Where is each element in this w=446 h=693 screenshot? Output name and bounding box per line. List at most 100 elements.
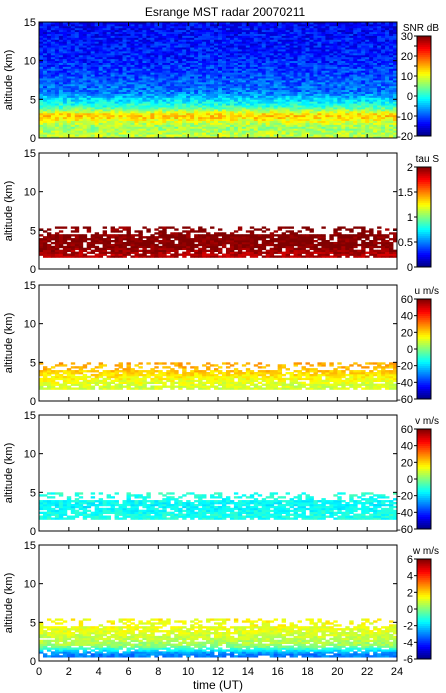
heatmap-cell	[106, 33, 111, 36]
heatmap-cell	[233, 118, 239, 121]
heatmap-cell	[86, 109, 92, 112]
heatmap-cell	[134, 68, 139, 71]
heatmap-cell	[233, 95, 239, 98]
heatmap-cell	[349, 120, 354, 123]
heatmap-cell	[138, 41, 143, 44]
heatmap-cell	[122, 91, 127, 94]
heatmap-cell	[150, 76, 155, 79]
heatmap-cell	[313, 116, 318, 120]
heatmap-cell	[46, 97, 52, 100]
heatmap-cell	[349, 29, 354, 33]
heatmap-cell	[229, 64, 235, 67]
heatmap-cell	[273, 25, 279, 29]
heatmap-cell	[110, 134, 115, 137]
heatmap-cell	[62, 60, 68, 63]
heatmap-cell	[221, 56, 227, 60]
heatmap-cell	[130, 51, 135, 54]
heatmap-cell	[353, 47, 358, 50]
heatmap-cell	[301, 114, 306, 118]
heatmap-cell	[166, 62, 171, 65]
heatmap-cell	[94, 52, 100, 56]
heatmap-cell	[62, 49, 68, 52]
heatmap-cell	[241, 109, 247, 112]
heatmap-cell	[39, 56, 44, 60]
heatmap-cell	[261, 89, 267, 92]
heatmap-cell	[253, 91, 259, 94]
heatmap-cell	[182, 51, 187, 54]
heatmap-cell	[50, 31, 56, 34]
heatmap-cell	[106, 81, 111, 85]
heatmap-cell	[289, 112, 294, 116]
heatmap-cell	[253, 80, 259, 83]
heatmap-cell	[285, 56, 290, 60]
heatmap-cell	[253, 41, 259, 44]
heatmap-cell	[70, 49, 76, 52]
heatmap-cell	[281, 70, 287, 73]
heatmap-cell	[333, 35, 338, 38]
heatmap-cell	[158, 35, 163, 38]
heatmap-cell	[202, 103, 207, 106]
heatmap-cell	[309, 60, 314, 63]
heatmap-cell	[78, 85, 84, 89]
heatmap-cell	[365, 130, 370, 133]
heatmap-cell	[261, 120, 267, 123]
heatmap-cell	[253, 109, 259, 112]
heatmap-cell	[237, 130, 243, 133]
heatmap-cell	[273, 124, 279, 127]
heatmap-cell	[130, 43, 135, 46]
heatmap-cell	[194, 33, 199, 36]
heatmap-cell	[86, 134, 92, 137]
heatmap-cell	[289, 39, 294, 42]
heatmap-cell	[218, 64, 223, 67]
heatmap-cell	[70, 134, 76, 137]
heatmap-cell	[162, 25, 167, 29]
heatmap-cell	[54, 74, 60, 77]
heatmap-cell	[39, 95, 44, 98]
heatmap-cell	[182, 91, 187, 94]
heatmap-cell	[62, 109, 68, 112]
heatmap-cell	[325, 124, 330, 127]
heatmap-cell	[341, 83, 346, 87]
heatmap-cell	[138, 124, 143, 127]
heatmap-cell	[70, 45, 76, 48]
heatmap-cell	[313, 136, 318, 139]
heatmap-cell	[178, 39, 183, 42]
heatmap-cell	[210, 35, 215, 38]
heatmap-cell	[317, 112, 322, 116]
heatmap-cell	[162, 85, 167, 89]
heatmap-cell	[74, 110, 80, 114]
heatmap-cell	[126, 101, 131, 104]
heatmap-cell	[297, 22, 302, 25]
heatmap-cell	[126, 78, 131, 81]
heatmap-cell	[186, 97, 191, 100]
heatmap-cell	[337, 45, 342, 48]
heatmap-cell	[126, 81, 131, 85]
heatmap-cell	[261, 27, 267, 31]
heatmap-cell	[178, 45, 183, 48]
heatmap-cell	[305, 93, 310, 96]
heatmap-cell	[86, 110, 92, 114]
heatmap-cell	[142, 118, 147, 121]
heatmap-cell	[66, 132, 72, 135]
heatmap-cell	[110, 62, 115, 65]
heatmap-cell	[142, 112, 147, 116]
heatmap-cell	[289, 95, 294, 98]
heatmap-cell	[206, 81, 211, 85]
heatmap-cell	[42, 120, 48, 123]
heatmap-cell	[293, 93, 298, 96]
heatmap-cell	[182, 58, 187, 62]
heatmap-cell	[237, 35, 243, 38]
heatmap-cell	[154, 68, 159, 71]
heatmap-cell	[345, 29, 350, 33]
heatmap-cell	[162, 136, 167, 139]
heatmap-cell	[333, 132, 338, 135]
heatmap-cell	[74, 109, 80, 112]
heatmap-cell	[78, 33, 84, 36]
heatmap-cell	[285, 87, 290, 91]
heatmap-cell	[122, 49, 127, 52]
heatmap-cell	[98, 56, 104, 60]
heatmap-cell	[114, 80, 119, 83]
heatmap-cell	[186, 112, 191, 116]
heatmap-cell	[46, 128, 52, 131]
heatmap-cell	[289, 22, 294, 25]
